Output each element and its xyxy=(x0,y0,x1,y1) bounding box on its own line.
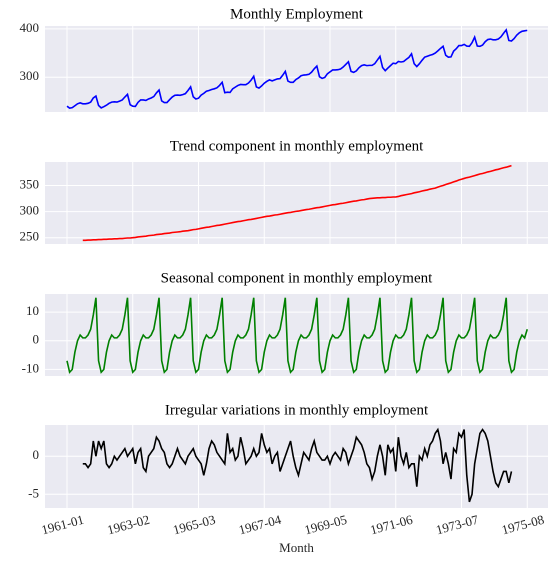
y-tick-label: 350 xyxy=(20,176,40,191)
x-tick-label: 1975-08 xyxy=(500,512,546,538)
plot-area xyxy=(45,26,548,112)
series-line xyxy=(82,164,512,242)
chart-title: Seasonal component in monthly employment xyxy=(161,270,433,286)
x-tick-label: 1963-02 xyxy=(105,512,151,538)
y-tick-label: 0 xyxy=(33,447,40,462)
x-axis-label: Month xyxy=(279,540,314,555)
y-tick-label: 300 xyxy=(20,68,40,83)
chart-title: Trend component in monthly employment xyxy=(170,138,424,154)
x-tick-label: 1961-01 xyxy=(40,512,86,538)
chart-title: Monthly Employment xyxy=(230,6,364,22)
x-tick-label: 1971-06 xyxy=(368,512,414,538)
x-tick-label: 1969-05 xyxy=(303,512,349,538)
y-tick-label: -10 xyxy=(22,360,39,375)
series-line xyxy=(66,28,528,109)
y-tick-label: 300 xyxy=(20,203,40,218)
x-tick-label: 1965-03 xyxy=(171,512,217,538)
chart-title: Irregular variations in monthly employme… xyxy=(165,402,429,418)
x-tick-label: 1973-07 xyxy=(434,512,480,538)
x-tick-label: 1967-04 xyxy=(237,512,283,538)
plot-area xyxy=(45,162,548,244)
y-tick-label: 10 xyxy=(26,303,39,318)
y-tick-label: -5 xyxy=(28,485,39,500)
series-line xyxy=(82,427,513,503)
y-tick-label: 250 xyxy=(20,229,40,244)
plot-area xyxy=(45,425,548,508)
series-line xyxy=(66,297,529,374)
y-tick-label: 0 xyxy=(33,332,40,347)
y-tick-label: 400 xyxy=(20,20,40,35)
